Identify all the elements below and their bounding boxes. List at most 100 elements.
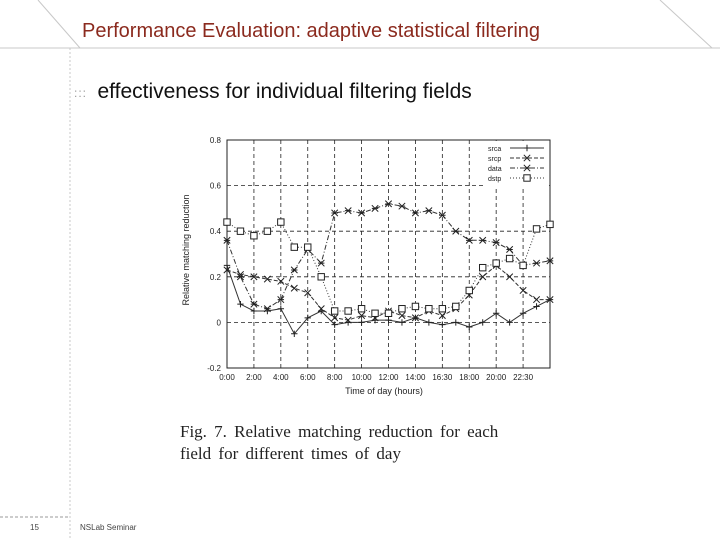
- footer-text: NSLab Seminar: [80, 523, 137, 532]
- data-point-dstp: [505, 254, 514, 263]
- slide-subtitle: effectiveness for individual filtering f…: [97, 80, 472, 103]
- x-axis-label: Time of day (hours): [345, 386, 423, 396]
- x-tick-label: 16:30: [432, 373, 453, 382]
- data-point-srca: [506, 319, 513, 326]
- frame-right-diagonal: [659, 0, 713, 49]
- legend-marker-dstp: [523, 174, 531, 182]
- data-point-srca: [250, 307, 258, 315]
- data-point-dstp: [250, 232, 258, 240]
- data-point-srca: [237, 300, 244, 308]
- y-tick-label: 0.8: [210, 136, 222, 145]
- data-point-srca: [331, 321, 338, 328]
- data-point-data: [384, 200, 393, 208]
- bullet-dots-icon: :::: [74, 86, 88, 100]
- data-point-dstp: [438, 305, 447, 313]
- data-point-srcp: [250, 273, 258, 281]
- data-point-dstp: [479, 263, 487, 272]
- data-point-dstp: [492, 259, 500, 267]
- data-point-srcp: [519, 286, 527, 295]
- data-point-data: [438, 211, 446, 219]
- data-point-data: [398, 202, 406, 210]
- data-point-data: [425, 207, 433, 215]
- data-point-dstp: [304, 243, 312, 251]
- x-tick-label: 22:30: [513, 373, 534, 382]
- legend-label-srca: srca: [488, 146, 501, 153]
- data-point-data: [250, 300, 258, 308]
- data-point-srca: [291, 330, 298, 337]
- data-point-srca: [223, 262, 231, 269]
- data-point-data: [358, 209, 366, 217]
- data-point-dstp: [519, 261, 527, 270]
- data-point-srca: [425, 319, 433, 326]
- data-point-srcp: [344, 316, 352, 324]
- x-tick-label: 0:00: [219, 373, 235, 382]
- data-point-srca: [398, 319, 406, 326]
- data-point-srcp: [438, 312, 446, 320]
- data-point-data: [371, 204, 379, 212]
- data-point-dstp: [425, 305, 433, 313]
- figure-caption-line-2: field for different times of day: [180, 444, 401, 463]
- data-point-dstp: [277, 218, 285, 226]
- legend-marker-srcp: [523, 154, 531, 162]
- data-point-dstp: [452, 302, 460, 311]
- data-point-srcp: [317, 305, 325, 313]
- x-tick-label: 2:00: [246, 373, 262, 382]
- data-point-dstp: [330, 307, 339, 315]
- y-tick-label: 0: [217, 318, 222, 327]
- data-point-srcp: [532, 296, 541, 304]
- y-axis-label: Relative matching reduction: [181, 194, 191, 305]
- legend-label-data: data: [488, 166, 502, 173]
- data-point-srcp: [290, 284, 298, 292]
- y-tick-label: 0.4: [210, 227, 222, 236]
- data-point-srcp: [304, 289, 312, 297]
- axes-layer: -0.2 0 0.2 0.4 0.6 0.8 0:00 2:00 4:00 6:00 8:00 10:…: [207, 136, 551, 382]
- line-chart: -0.2 0 0.2 0.4 0.6 0.8 0:00 2:00 4:00 6:00 8:00 10:…: [181, 136, 554, 396]
- data-point-srca: [277, 305, 285, 312]
- data-point-srca: [452, 319, 459, 326]
- data-point-srca: [533, 303, 540, 310]
- data-point-srca: [492, 310, 500, 317]
- data-point-dstp: [465, 286, 473, 295]
- slide-title: Performance Evaluation: adaptive statist…: [82, 20, 541, 42]
- data-point-data: [452, 227, 460, 235]
- data-point-data: [236, 273, 245, 281]
- x-tick-label: 20:00: [486, 373, 507, 382]
- data-point-dstp: [411, 302, 420, 311]
- data-point-srca: [439, 321, 446, 328]
- data-point-dstp: [290, 243, 298, 251]
- y-tick-label: 0.6: [210, 182, 222, 191]
- subtitle-row: ::: effectiveness for individual filteri…: [74, 80, 472, 104]
- data-point-srcp: [331, 314, 339, 322]
- data-point-data: [223, 236, 231, 244]
- data-point-srca: [466, 323, 473, 331]
- x-tick-label: 10:00: [352, 373, 373, 382]
- data-point-srcp: [223, 266, 231, 274]
- data-point-dstp: [317, 273, 325, 281]
- data-point-srcp: [479, 273, 487, 281]
- data-point-srcp: [546, 296, 554, 304]
- data-point-data: [411, 209, 419, 217]
- data-point-srca: [358, 319, 365, 326]
- data-point-data: [546, 257, 554, 265]
- y-tick-label: -0.2: [207, 364, 221, 373]
- series-dstp: [223, 218, 554, 317]
- x-tick-label: 12:00: [378, 373, 399, 382]
- y-tick-label: 0.2: [210, 273, 222, 282]
- data-point-srcp: [277, 277, 285, 285]
- data-point-srcp: [398, 312, 406, 320]
- legend-label-dstp: dstp: [488, 176, 501, 183]
- data-point-data: [344, 207, 352, 215]
- data-point-srcp: [506, 273, 514, 281]
- data-point-data: [465, 236, 473, 244]
- x-tick-label: 8:00: [327, 373, 343, 382]
- series-layer: [223, 200, 554, 337]
- data-point-srca: [385, 316, 392, 324]
- data-point-dstp: [384, 309, 393, 317]
- data-point-data: [492, 239, 500, 247]
- data-point-data: [290, 266, 298, 274]
- data-point-data: [277, 296, 285, 304]
- legend-marker-data: [523, 164, 531, 172]
- data-point-srca: [304, 314, 311, 322]
- data-point-data: [263, 305, 271, 313]
